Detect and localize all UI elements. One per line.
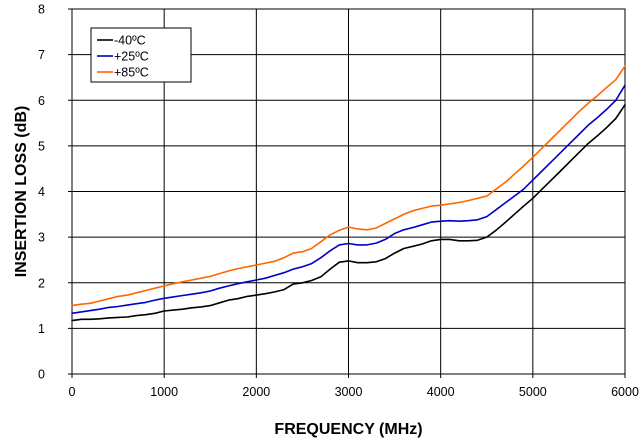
- series-line-1: [71, 84, 626, 315]
- y-tick-label: 8: [38, 3, 45, 17]
- legend-box: [90, 27, 192, 83]
- x-tick-label: 6000: [611, 385, 639, 399]
- y-tick-label: 0: [38, 368, 45, 382]
- y-tick-label: 3: [38, 231, 45, 245]
- x-tick-labels: 0 1000 2000 3000 4000 5000 6000: [69, 385, 639, 399]
- x-tick-label: 3000: [335, 385, 363, 399]
- x-tick-label: 1000: [150, 385, 178, 399]
- x-tick-label: 2000: [242, 385, 270, 399]
- y-tick-label: 1: [38, 322, 45, 336]
- x-axis-title: FREQUENCY (MHz): [274, 421, 422, 438]
- y-tick-label: 6: [38, 94, 45, 108]
- y-tick-label: 7: [38, 48, 45, 62]
- x-tick-label: 5000: [519, 385, 547, 399]
- series-line-0: [71, 104, 626, 322]
- tick-marks: [68, 8, 626, 378]
- series-lines: [71, 65, 626, 322]
- legend-label: +25ºC: [114, 50, 149, 64]
- y-tick-label: 5: [38, 139, 45, 153]
- grid-lines: [72, 9, 625, 374]
- legend: -40ºC +25ºC +85ºC: [90, 27, 192, 83]
- y-axis-title: INSERTION LOSS (dB): [13, 106, 30, 278]
- series-line-2: [71, 65, 626, 307]
- y-tick-labels: 0 1 2 3 4 5 6 7 8: [38, 3, 45, 382]
- legend-label: -40ºC: [114, 34, 146, 48]
- y-tick-label: 2: [38, 276, 45, 290]
- x-tick-label: 0: [69, 385, 76, 399]
- legend-label: +85ºC: [114, 66, 149, 80]
- x-tick-label: 4000: [427, 385, 455, 399]
- y-tick-label: 4: [38, 185, 45, 199]
